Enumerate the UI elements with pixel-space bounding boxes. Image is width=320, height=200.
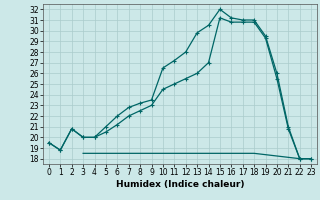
X-axis label: Humidex (Indice chaleur): Humidex (Indice chaleur) xyxy=(116,180,244,189)
